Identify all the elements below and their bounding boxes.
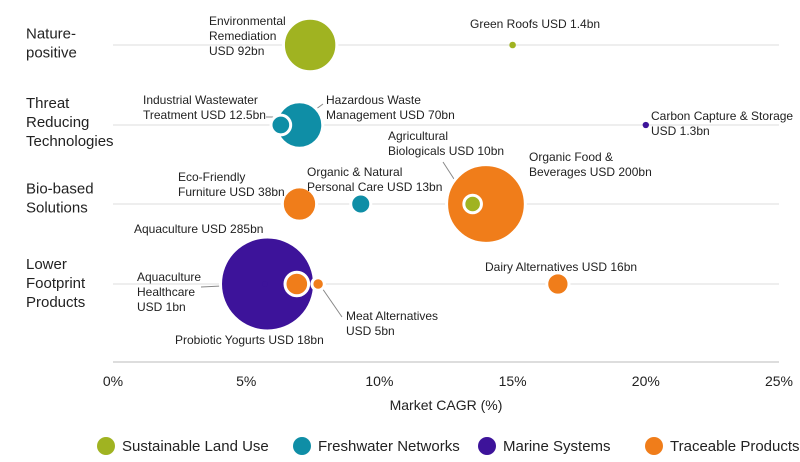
bubble-label-line: Probiotic Yogurts USD 18bn xyxy=(175,333,324,347)
label-carbon-capture-and-storage: Carbon Capture & Storage USD 1.3bn xyxy=(651,109,793,138)
bubble-organic-and-natural-personal-care xyxy=(349,192,373,216)
bubble-label-line: Treatment USD 12.5bn xyxy=(143,108,266,122)
x-tick-label: 5% xyxy=(236,373,256,389)
bubble-agricultural-biologicals xyxy=(462,193,483,215)
legend-label-land: Sustainable Land Use xyxy=(122,438,269,455)
bubble-label-line: Beverages USD 200bn xyxy=(529,165,652,179)
bubble-label-line: Management USD 70bn xyxy=(326,108,455,122)
category-label-line: Bio-based xyxy=(26,181,94,198)
label-dairy-alternatives: Dairy Alternatives USD 16bn xyxy=(485,260,637,274)
label-organic-food-and-beverages: Organic Food & Beverages USD 200bn xyxy=(529,150,652,179)
category-label-bio: Bio-based Solutions xyxy=(26,181,94,217)
label-environmental-remediation: Environmental Remediation USD 92bn xyxy=(209,14,286,58)
category-label-line: positive xyxy=(26,45,77,62)
bubble-carbon-capture-and-storage xyxy=(642,121,649,129)
bubble-labels: Aquaculture USD 285bn Organic Food & Bever… xyxy=(134,14,793,347)
legend-swatch-land xyxy=(97,437,115,455)
bubble-label-line: Dairy Alternatives USD 16bn xyxy=(485,260,637,274)
bubble-label-line: USD 1.3bn xyxy=(651,124,710,138)
x-tick-label: 0% xyxy=(103,373,123,389)
legend-label-trace: Traceable Products xyxy=(670,438,800,455)
category-labels: Nature-positive Threat Reducing Technologie… xyxy=(26,26,114,312)
bubble-industrial-wastewater-treatment xyxy=(269,113,293,137)
bubble-label-line: Industrial Wastewater xyxy=(143,93,258,107)
label-aquaculture: Aquaculture USD 285bn xyxy=(134,222,263,236)
bubble-label-line: Eco-Friendly xyxy=(178,170,245,184)
category-label-line: Threat xyxy=(26,95,70,112)
bubble-label-line: Green Roofs USD 1.4bn xyxy=(470,17,600,31)
bubble-label-line: Hazardous Waste xyxy=(326,93,421,107)
legend-label-water: Freshwater Networks xyxy=(318,438,460,455)
category-label-line: Nature- xyxy=(26,26,76,43)
legend-swatch-marine xyxy=(478,437,496,455)
bubble-label-line: Organic Food & xyxy=(529,150,613,164)
x-tick-label: 25% xyxy=(765,373,793,389)
bubble-label-line: USD 5bn xyxy=(346,324,395,338)
label-eco-friendly-furniture: Eco-Friendly Furniture USD 38bn xyxy=(178,170,285,199)
bubble-label-line: Furniture USD 38bn xyxy=(178,185,285,199)
bubble-label-line: Meat Alternatives xyxy=(346,309,438,323)
category-label-line: Technologies xyxy=(26,133,114,150)
label-meat-alternatives: Meat Alternatives USD 5bn xyxy=(346,309,438,338)
legend-label-marine: Marine Systems xyxy=(503,438,611,455)
leader-meat-alternatives xyxy=(321,287,343,318)
bubbles xyxy=(219,16,649,333)
category-label-nature: Nature-positive xyxy=(26,26,77,62)
bubble-label-line: Biologicals USD 10bn xyxy=(388,144,504,158)
bubble-label-line: Aquaculture xyxy=(137,270,201,284)
label-hazardous-waste-management: Hazardous Waste Management USD 70bn xyxy=(326,93,455,122)
bubble-label-line: Remediation xyxy=(209,29,276,43)
x-axis-title: Market CAGR (%) xyxy=(390,397,503,413)
bubble-label-line: USD 1bn xyxy=(137,300,186,314)
bubble-green-roofs xyxy=(509,41,516,49)
bubble-label-line: Environmental xyxy=(209,14,286,28)
category-label-line: Solutions xyxy=(26,200,88,217)
bubble-eco-friendly-furniture xyxy=(280,185,319,223)
label-industrial-wastewater-treatment: Industrial Wastewater Treatment USD 12.5b… xyxy=(143,93,266,122)
bubble-label-line: Healthcare xyxy=(137,285,195,299)
x-tick-label: 10% xyxy=(365,373,393,389)
x-tick-label: 20% xyxy=(632,373,660,389)
legend: Sustainable Land Use Freshwater Networks M… xyxy=(97,437,800,455)
category-label-line: Reducing xyxy=(26,114,89,131)
x-tick-label: 15% xyxy=(499,373,527,389)
bubble-aquaculture-healthcare xyxy=(262,281,268,287)
label-organic-and-natural-personal-care: Organic & Natural Personal Care USD 13bn xyxy=(307,165,442,194)
bubble-environmental-remediation xyxy=(281,16,339,74)
bubble-label-line: Agricultural xyxy=(388,129,448,143)
bubble-organic-food-and-beverages xyxy=(445,163,527,245)
bubble-label-line: Personal Care USD 13bn xyxy=(307,180,442,194)
bubble-probiotic-yogurts xyxy=(283,270,311,298)
category-label-threat: Threat Reducing Technologies xyxy=(26,95,114,150)
category-label-line: Products xyxy=(26,294,85,311)
label-aquaculture-healthcare: Aquaculture Healthcare USD 1bn xyxy=(137,270,201,314)
category-label-line: Footprint xyxy=(26,275,86,292)
legend-swatch-water xyxy=(293,437,311,455)
gridlines xyxy=(113,44,779,285)
legend-swatch-trace xyxy=(645,437,663,455)
category-label-lower: Lower Footprint Products xyxy=(26,256,86,311)
label-green-roofs: Green Roofs USD 1.4bn xyxy=(470,17,600,31)
x-tick-labels: 0% 5% 10% 15% 20% 25% xyxy=(103,373,793,389)
category-label-line: Lower xyxy=(26,256,67,273)
bubble-label-line: Aquaculture USD 285bn xyxy=(134,222,263,236)
bubble-label-line: USD 92bn xyxy=(209,44,264,58)
bubble-dairy-alternatives xyxy=(545,271,571,297)
label-agricultural-biologicals: Agricultural Biologicals USD 10bn xyxy=(388,129,504,158)
label-probiotic-yogurts: Probiotic Yogurts USD 18bn xyxy=(175,333,324,347)
bubble-label-line: Carbon Capture & Storage xyxy=(651,109,793,123)
bubble-label-line: Organic & Natural xyxy=(307,165,402,179)
bubble-meat-alternatives xyxy=(310,276,326,292)
